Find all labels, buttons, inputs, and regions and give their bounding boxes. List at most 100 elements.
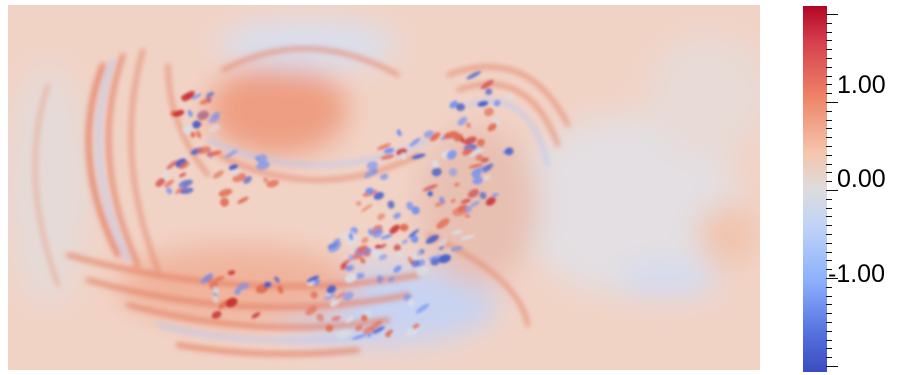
field-speckle [425,234,439,244]
field-speckle [331,315,341,322]
scalar-field-image [8,5,760,370]
field-speckle [393,244,402,252]
field-speckle [456,103,465,112]
field-speckle [411,251,422,261]
colorbar [803,6,827,372]
field-speckle [376,143,392,151]
field-speckle [376,274,383,284]
field-speckle [368,228,373,236]
field-speckle [362,326,375,335]
field-speckle [400,152,406,161]
field-speckle [164,179,175,188]
field-speckle [348,232,354,241]
field-speckle [466,122,471,129]
field-speckle [225,149,238,159]
field-speckle [326,285,337,294]
field-speckle [485,88,493,96]
field-speckle [410,234,419,244]
colorbar-tick [826,322,832,323]
field-speckle [155,178,166,187]
field-speckle [364,251,371,257]
colorbar-tick [826,154,832,156]
colorbar-tick [826,110,832,112]
field-speckle [266,179,279,188]
field-speckle [393,265,402,273]
field-speckle [493,100,501,107]
field-speckle [401,239,409,245]
field-speckle [346,236,359,246]
field-speckle [373,191,385,200]
colorbar-tick [826,330,832,332]
colorbar-ticks [826,6,838,372]
colorbar-tick [826,49,832,51]
field-speckle [351,334,367,340]
field-speckle [256,154,268,163]
field-speckle [393,212,401,220]
field-speckle [274,276,280,283]
field-speckle [162,171,170,179]
field-speckle [460,198,471,204]
field-speckle [491,192,499,198]
field-speckle [480,79,494,90]
field-speckle [428,254,444,260]
field-speckle [412,323,420,329]
field-speckle [360,203,373,212]
field-speckle [366,161,379,170]
colorbar-tick [826,339,832,341]
field-speckle [361,237,369,244]
field-speckle [256,161,270,170]
field-speckle [234,288,241,295]
field-speckle [449,100,458,109]
colorbar-tick [826,357,832,359]
field-speckles [155,71,514,340]
field-speckle [463,136,477,145]
field-speckle [408,229,420,238]
colorbar-tick [826,207,832,209]
field-speckle [406,201,414,211]
field-speckle [228,164,238,171]
field-speckle [325,324,334,332]
field-speckle [361,314,368,322]
field-speckle [263,281,272,288]
field-speckle [227,270,236,276]
field-speckle [166,160,178,170]
field-speckle [305,305,317,316]
field-speckle [388,276,395,283]
field-speckle [199,97,212,105]
colorbar-tick [826,119,832,121]
colorbar-tick [826,31,832,33]
colorbar-tick [826,260,832,262]
field-speckle [182,125,192,134]
field-speckle [422,184,438,192]
field-speckle [237,196,249,204]
field-speckle [179,172,187,178]
colorbar-tick [826,146,832,147]
field-speckle [208,115,220,124]
colorbar-tick [826,66,832,68]
field-speckle [328,241,342,253]
field-speckle [505,147,514,156]
field-speckle [471,168,482,178]
field-speckle [251,312,261,319]
field-speckle [212,286,219,295]
field-speckle [179,183,185,189]
field-speckle [355,324,363,332]
field-speckle [451,230,463,235]
field-speckle [377,213,386,221]
colorbar-tick [826,14,838,15]
field-speckle [213,275,225,282]
colorbar-tick [826,22,832,24]
field-speckle [485,196,496,206]
field-speckle [218,188,233,197]
field-speckle [431,160,439,168]
colorbar-tick [826,190,838,191]
field-speckle [378,254,388,261]
colorbar-label-mid: 0.00 [837,165,886,193]
field-speckle [468,148,484,157]
field-speckle [208,124,221,133]
field-speckle [479,191,487,200]
field-speckle [385,331,391,338]
field-speckle [480,157,489,163]
field-speckle [212,295,219,304]
field-speckle [323,293,336,300]
